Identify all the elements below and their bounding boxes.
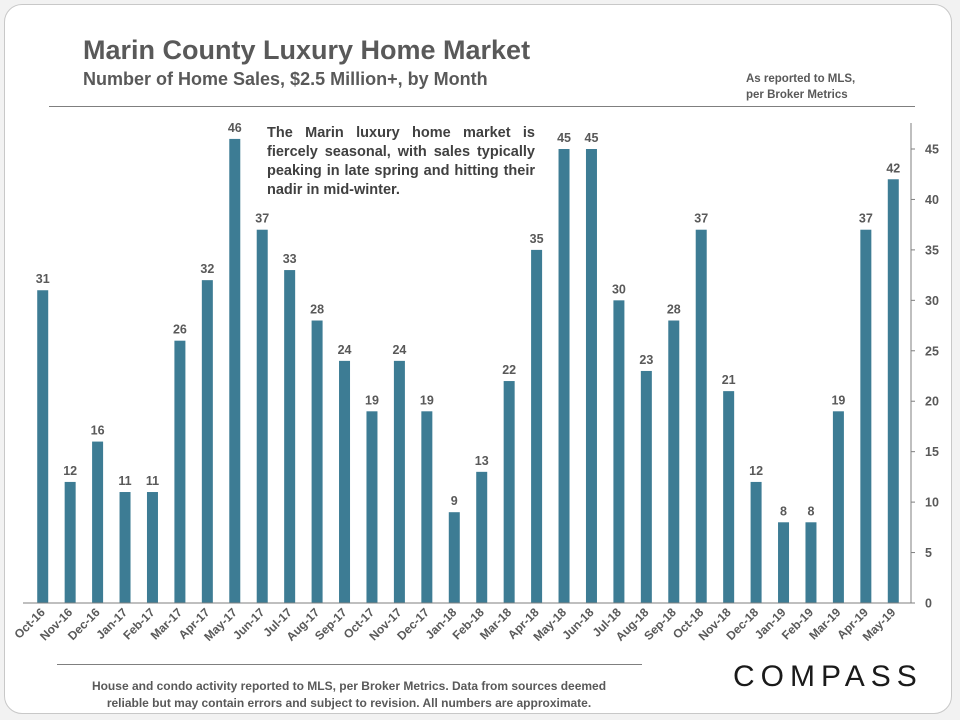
data-label: 23: [639, 353, 653, 367]
data-label: 22: [502, 363, 516, 377]
chart-subtitle: Number of Home Sales, $2.5 Million+, by …: [83, 69, 488, 89]
bar: [887, 179, 899, 603]
data-label: 16: [91, 424, 105, 438]
data-label: 26: [173, 323, 187, 337]
bar: [37, 290, 49, 603]
source-note-line-2: per Broker Metrics: [746, 89, 848, 101]
bar: [640, 370, 652, 603]
data-label: 12: [749, 464, 763, 478]
bar: [613, 300, 625, 603]
bar: [229, 138, 241, 603]
bar: [531, 249, 543, 603]
data-label: 19: [831, 393, 845, 407]
bar: [92, 441, 104, 603]
data-label: 45: [557, 131, 571, 145]
data-label: 42: [886, 161, 900, 175]
bar: [366, 411, 378, 603]
footnote-line-2: reliable but may contain errors and subj…: [106, 696, 592, 710]
data-label: 11: [146, 474, 159, 488]
bar: [585, 149, 597, 603]
bar: [393, 360, 405, 603]
data-label: 46: [228, 121, 242, 135]
data-label: 21: [722, 373, 736, 387]
bar: [256, 229, 268, 603]
data-label: 31: [36, 272, 50, 286]
y-tick-label: 40: [925, 193, 939, 207]
x-tick-label: Jun-17: [230, 605, 267, 642]
bar: [448, 512, 460, 603]
bar: [778, 522, 790, 603]
y-tick-label: 15: [925, 445, 939, 459]
slide: Marin County Luxury Home Market Number o…: [4, 4, 952, 714]
y-tick-label: 25: [925, 344, 939, 358]
data-label: 37: [859, 212, 873, 226]
bar: [860, 229, 872, 603]
bar: [201, 280, 213, 603]
data-label: 35: [530, 232, 544, 246]
data-label: 33: [283, 252, 297, 266]
data-label: 37: [255, 212, 269, 226]
data-label: 37: [694, 212, 708, 226]
bar: [119, 492, 131, 603]
bar: [476, 471, 488, 603]
data-label: 30: [612, 282, 626, 296]
y-tick-label: 35: [925, 243, 939, 257]
y-tick-label: 20: [925, 395, 939, 409]
bar: [146, 492, 158, 603]
bar: [695, 229, 707, 603]
x-tick-label: Jun-18: [559, 605, 596, 642]
footer-divider: [57, 664, 642, 665]
data-label: 8: [780, 504, 787, 518]
bar: [805, 522, 817, 603]
y-tick-label: 30: [925, 294, 939, 308]
data-label: 24: [338, 343, 352, 357]
bar: [668, 320, 680, 603]
data-label: 19: [365, 393, 379, 407]
compass-logo: COMPASS: [733, 660, 923, 693]
y-tick-label: 5: [925, 546, 932, 560]
data-label: 12: [63, 464, 77, 478]
chart-title: Marin County Luxury Home Market: [83, 35, 531, 65]
data-label: 28: [310, 303, 324, 317]
data-label: 45: [585, 131, 599, 145]
data-label: 24: [392, 343, 406, 357]
footnote: House and condo activity reported to MLS…: [59, 678, 639, 712]
bar: [339, 360, 351, 603]
bar: [558, 149, 570, 603]
data-label: 19: [420, 393, 434, 407]
footnote-line-1: House and condo activity reported to MLS…: [91, 679, 607, 693]
bar-chart: 31Oct-1612Nov-1616Dec-1611Jan-1711Feb-17…: [12, 121, 939, 644]
data-label: 11: [118, 474, 131, 488]
bar: [832, 411, 844, 603]
y-tick-label: 10: [925, 496, 939, 510]
bar: [64, 481, 76, 603]
bar: [311, 320, 323, 603]
y-tick-label: 45: [925, 143, 939, 157]
bar: [723, 391, 735, 603]
y-tick-label: 0: [925, 597, 932, 611]
chart-annotation: The Marin luxury home market is fiercely…: [267, 125, 535, 198]
bar: [284, 270, 296, 603]
header-divider: [49, 106, 915, 107]
bar: [421, 411, 433, 603]
data-label: 32: [200, 262, 214, 276]
data-label: 8: [807, 504, 814, 518]
data-label: 28: [667, 303, 681, 317]
bar: [174, 340, 186, 603]
source-note: As reported to MLS, per Broker Metrics: [746, 71, 855, 103]
data-label: 13: [475, 454, 489, 468]
data-label: 9: [451, 494, 458, 508]
bar: [503, 381, 515, 603]
bar: [750, 481, 762, 603]
source-note-line-1: As reported to MLS,: [746, 73, 856, 85]
